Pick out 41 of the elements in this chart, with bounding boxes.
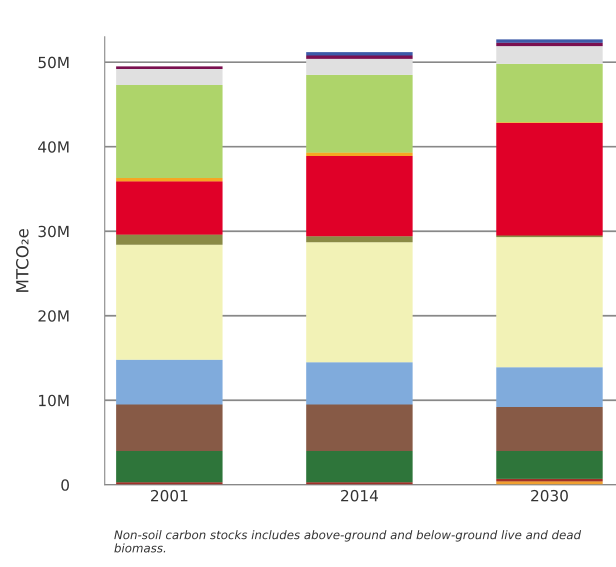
- bar: [496, 64, 603, 122]
- bar: [496, 367, 603, 408]
- bar: [306, 450, 413, 482]
- bar: [116, 234, 223, 245]
- bar: [306, 55, 413, 59]
- bar: [116, 450, 223, 482]
- bar: [306, 58, 413, 75]
- bar: [496, 46, 603, 64]
- bar: [496, 407, 603, 451]
- x-tick-label: 2030: [531, 490, 568, 502]
- bar: [116, 404, 223, 451]
- bar: [496, 39, 603, 43]
- bar: [306, 362, 413, 404]
- y-tick-label: 10M: [39, 394, 69, 406]
- bar: [116, 85, 223, 178]
- bar: [306, 156, 413, 236]
- bar: [116, 66, 223, 69]
- bar: [116, 181, 223, 235]
- bar: [496, 478, 603, 482]
- y-axis-title: MTCO₂e: [16, 229, 29, 292]
- x-tick-label: 2014: [341, 490, 378, 502]
- bar: [116, 244, 223, 360]
- bar: [306, 152, 413, 156]
- y-tick-label: 40M: [38, 141, 69, 153]
- y-tick-label: 50M: [38, 56, 69, 68]
- bar: [496, 123, 603, 236]
- y-tick-label: 0: [61, 479, 69, 491]
- bar: [306, 74, 413, 153]
- bar: [116, 178, 223, 182]
- bar: [496, 237, 603, 368]
- text: Non-soil carbon stocks includes above-ground and below-ground live and dead biomass.: [114, 530, 582, 553]
- x-tick-label: 2001: [151, 490, 188, 502]
- bar: [116, 68, 223, 86]
- bar: [306, 242, 413, 362]
- y-tick-label: 30M: [38, 226, 69, 238]
- bar: [306, 236, 413, 242]
- bar: [306, 52, 413, 56]
- bar: [116, 360, 223, 404]
- y-tick-label: 20M: [38, 310, 69, 322]
- bar: [496, 450, 603, 479]
- bar: [306, 404, 413, 451]
